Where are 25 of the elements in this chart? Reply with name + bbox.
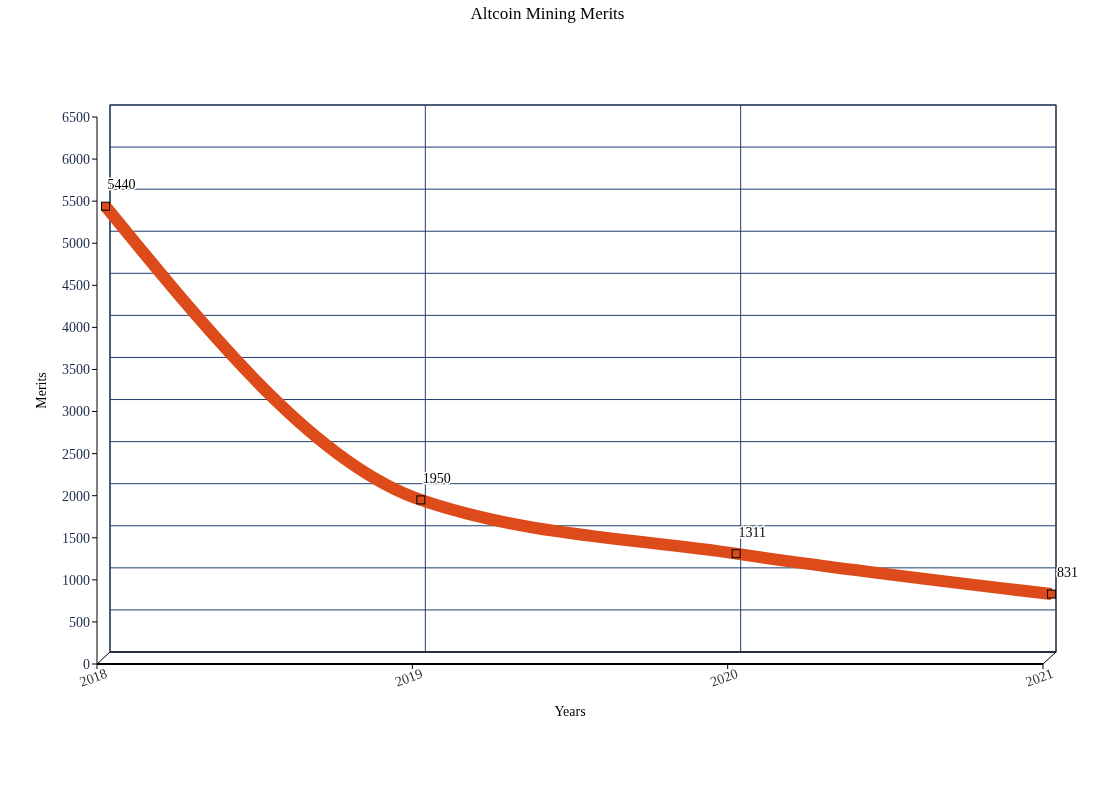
y-tick-label: 2500 [62, 446, 90, 462]
y-tick-label: 500 [69, 614, 90, 630]
x-tick-label: 2021 [1023, 665, 1056, 690]
y-tick-label: 4000 [62, 320, 90, 336]
point [731, 549, 741, 559]
y-axis-title: Merits [34, 372, 49, 409]
y-tick-label: 2000 [62, 488, 90, 504]
x-tick-label: 2020 [708, 665, 740, 690]
point [416, 495, 426, 505]
y-tick-label: 6500 [62, 109, 90, 125]
y-tick-label: 1000 [62, 572, 90, 588]
point [101, 201, 110, 211]
y-tick-label: 5000 [62, 236, 90, 252]
point [1047, 589, 1056, 599]
y-tick-label: 1500 [62, 530, 90, 546]
y-tick-label: 0 [83, 656, 90, 672]
chart-title: Altcoin Mining Merits [470, 4, 625, 23]
y-tick-label: 4500 [62, 278, 90, 294]
y-tick-label: 5500 [62, 194, 90, 210]
y-tick-label: 6000 [62, 151, 90, 167]
x-axis-title: Years [554, 704, 586, 719]
x-tick-label: 2019 [393, 665, 425, 690]
y-tick-label: 3500 [62, 362, 90, 378]
y-tick-label: 3000 [62, 404, 90, 420]
data-label: 831 [1057, 565, 1078, 581]
